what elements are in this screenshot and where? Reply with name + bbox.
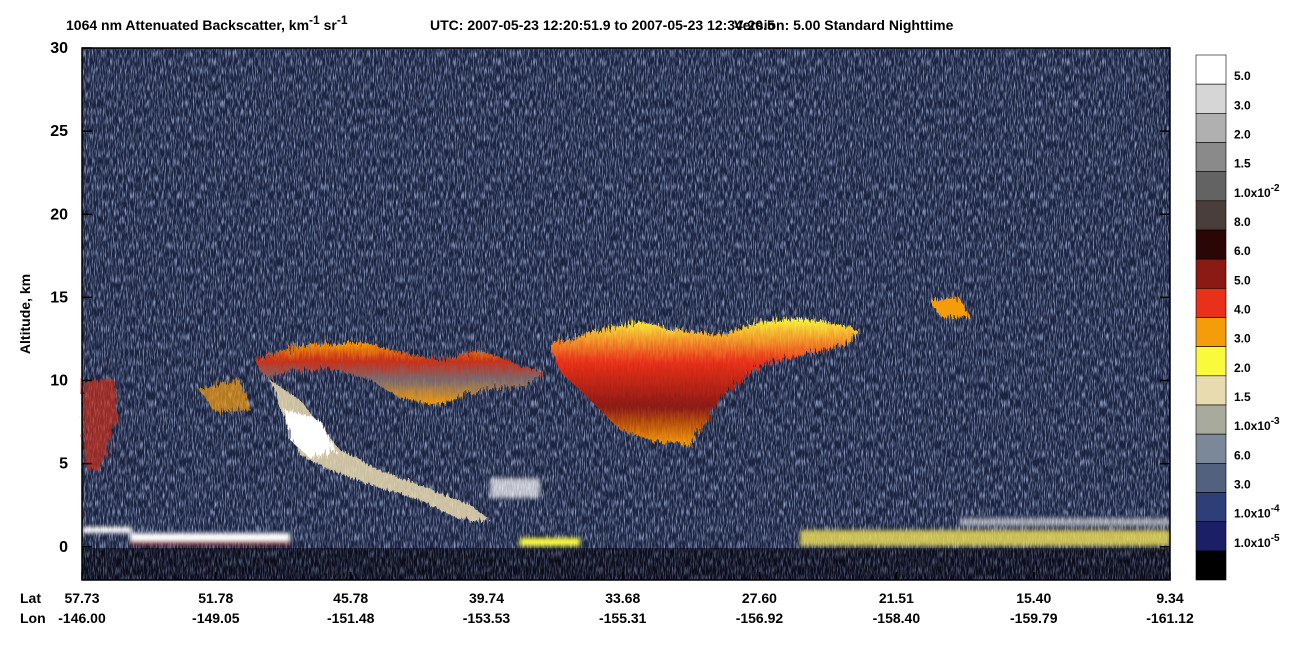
x-tick-label: 45.78 bbox=[333, 590, 368, 606]
colorbar-swatch bbox=[1195, 463, 1227, 493]
cloud bbox=[930, 298, 970, 318]
x-tick-label: 21.51 bbox=[879, 590, 914, 606]
colorbar-label-base: 1.0x10 bbox=[1234, 507, 1271, 521]
colorbar-swatch bbox=[1195, 258, 1227, 289]
colorbar-swatch bbox=[1195, 317, 1227, 347]
cloud bbox=[550, 318, 860, 445]
colorbar-label-exp: -2 bbox=[1271, 183, 1280, 194]
surface-layers bbox=[82, 478, 1170, 546]
colorbar-label: 1.0x10-5 bbox=[1234, 533, 1280, 550]
colorbar-swatch bbox=[1195, 346, 1227, 377]
colorbar-label-exp: -4 bbox=[1271, 504, 1280, 515]
x-tick-label: 39.74 bbox=[469, 590, 504, 606]
colorbar-label: 1.0x10-2 bbox=[1234, 183, 1280, 200]
layer bbox=[520, 538, 580, 546]
colorbar-label: 3.0 bbox=[1234, 478, 1251, 492]
colorbar-label: 1.0x10-3 bbox=[1234, 416, 1280, 433]
colorbar-label-base: 1.0x10 bbox=[1234, 186, 1271, 200]
y-axis-label: Altitude, km bbox=[17, 274, 33, 354]
colorbar-swatch bbox=[1195, 404, 1227, 435]
layer bbox=[490, 478, 540, 498]
colorbar-label: 1.5 bbox=[1234, 390, 1251, 404]
x-tick-label: 27.60 bbox=[742, 590, 777, 606]
cloud bbox=[200, 378, 250, 412]
y-tick-label: 20 bbox=[50, 206, 68, 223]
colorbar-label: 2.0 bbox=[1234, 128, 1251, 142]
x-axis-label: Lat bbox=[20, 590, 41, 606]
colorbar-label: 5.0 bbox=[1234, 273, 1251, 287]
layer bbox=[130, 541, 290, 545]
colorbar-swatch bbox=[1195, 171, 1227, 202]
colorbar-swatch bbox=[1195, 375, 1227, 406]
x-tick-label: 9.34 bbox=[1156, 590, 1183, 606]
version: Version: 5.00 Standard Nighttime bbox=[734, 17, 954, 33]
y-tick-label: 5 bbox=[59, 456, 68, 473]
x-axis-label: Lon bbox=[20, 610, 46, 626]
cloud bbox=[285, 410, 335, 458]
colorbar-label-base: 1.0x10 bbox=[1234, 536, 1271, 550]
below-surface-noise bbox=[82, 548, 1170, 580]
layer bbox=[800, 530, 1170, 546]
backscatter-curtain bbox=[82, 48, 1170, 580]
layer bbox=[960, 518, 1170, 526]
colorbar-swatch bbox=[1195, 492, 1227, 522]
colorbar-swatch bbox=[1195, 54, 1227, 85]
colorbar-label: 5.0 bbox=[1234, 69, 1251, 83]
x-tick-label: 51.78 bbox=[198, 590, 233, 606]
layer bbox=[82, 527, 132, 533]
lon-label: -153.53 bbox=[463, 610, 511, 626]
colorbar-label: 2.0 bbox=[1234, 361, 1251, 375]
colorbar-swatch bbox=[1195, 433, 1227, 464]
colorbar-label-exp: -3 bbox=[1271, 416, 1280, 427]
lon-label: -151.48 bbox=[327, 610, 375, 626]
colorbar-label: 4.0 bbox=[1234, 303, 1251, 317]
lon-label: -159.79 bbox=[1010, 610, 1058, 626]
colorbar-label: 3.0 bbox=[1234, 98, 1251, 112]
colorbar-label: 6.0 bbox=[1234, 448, 1251, 462]
y-tick-label: 10 bbox=[50, 373, 68, 390]
colorbar-label: 1.0x10-4 bbox=[1234, 504, 1280, 521]
colorbar-swatch bbox=[1195, 142, 1227, 172]
lon-label: -156.92 bbox=[736, 610, 784, 626]
x-tick-label: 33.68 bbox=[605, 590, 640, 606]
y-tick-label: 0 bbox=[59, 539, 68, 556]
colorbar-swatch bbox=[1195, 229, 1227, 260]
cloud bbox=[82, 380, 118, 470]
lon-label: -155.31 bbox=[599, 610, 647, 626]
colorbar-swatch bbox=[1195, 200, 1227, 231]
clouds bbox=[82, 298, 970, 520]
colorbar-label: 1.5 bbox=[1234, 157, 1251, 171]
layer bbox=[130, 533, 290, 541]
plot-frame bbox=[81, 47, 1171, 581]
y-tick-label: 15 bbox=[50, 289, 68, 306]
colorbar-swatch bbox=[1195, 521, 1227, 552]
x-tick-label: 57.73 bbox=[64, 590, 99, 606]
colorbar-swatch bbox=[1195, 83, 1227, 114]
x-tick-label: 15.40 bbox=[1016, 590, 1051, 606]
lon-label: -158.40 bbox=[873, 610, 921, 626]
chart-title: 1064 nm Attenuated Backscatter, km-1 sr-… bbox=[66, 13, 348, 33]
colorbar-swatch bbox=[1195, 288, 1227, 318]
colorbar-label: 3.0 bbox=[1234, 332, 1251, 346]
cloud bbox=[255, 342, 545, 405]
y-tick-label: 30 bbox=[50, 40, 68, 57]
colorbar-label: 6.0 bbox=[1234, 244, 1251, 258]
colorbar-swatch bbox=[1195, 550, 1227, 581]
colorbar-label-base: 1.0x10 bbox=[1234, 419, 1271, 433]
lon-label: -149.05 bbox=[192, 610, 240, 626]
lon-label: -161.12 bbox=[1146, 610, 1194, 626]
noise bbox=[82, 48, 1170, 548]
colorbar-label: 8.0 bbox=[1234, 215, 1251, 229]
colorbar-swatch bbox=[1195, 113, 1227, 143]
lon-label: -146.00 bbox=[58, 610, 106, 626]
time-range: UTC: 2007-05-23 12:20:51.9 to 2007-05-23… bbox=[430, 17, 775, 33]
y-tick-label: 25 bbox=[50, 123, 68, 140]
colorbar-label-exp: -5 bbox=[1271, 533, 1280, 544]
